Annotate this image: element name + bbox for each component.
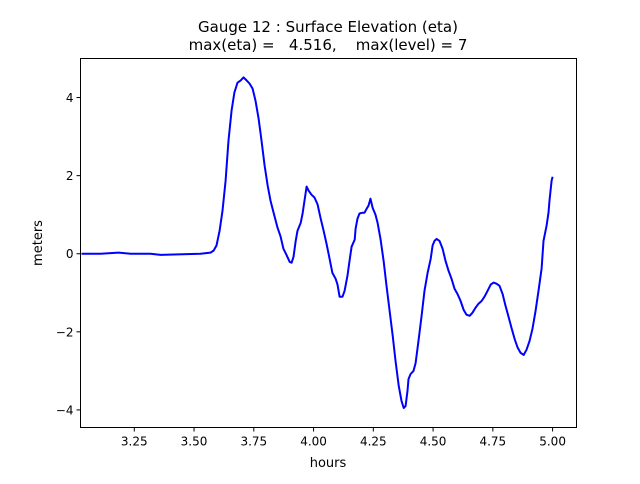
x-tick-label: 5.00 — [539, 435, 566, 449]
y-tick-label: −4 — [56, 403, 74, 417]
chart-subtitle: max(eta) = 4.516, max(level) = 7 — [189, 36, 468, 54]
x-tick-label: 4.50 — [420, 435, 447, 449]
chart-title: Gauge 12 : Surface Elevation (eta) — [198, 18, 458, 36]
x-tick-label: 3.75 — [240, 435, 267, 449]
x-axis: 3.25 3.50 3.75 4.00 4.25 4.50 4.75 5.00 — [121, 427, 566, 449]
y-tick-label: −2 — [56, 325, 74, 339]
y-axis: −4 −2 0 2 4 — [56, 91, 81, 417]
x-axis-label: hours — [310, 456, 347, 471]
x-tick-label: 4.25 — [360, 435, 387, 449]
x-tick-label: 4.00 — [300, 435, 327, 449]
y-tick-label: 2 — [66, 169, 74, 183]
plot-area — [81, 76, 554, 409]
series-line-eta — [81, 76, 554, 409]
y-axis-label: meters — [31, 220, 46, 266]
axes-frame — [80, 58, 577, 428]
x-tick-label: 4.75 — [479, 435, 506, 449]
x-tick-label: 3.25 — [121, 435, 148, 449]
y-tick-label: 4 — [66, 91, 74, 105]
y-tick-label: 0 — [66, 247, 74, 261]
x-tick-label: 3.50 — [181, 435, 208, 449]
